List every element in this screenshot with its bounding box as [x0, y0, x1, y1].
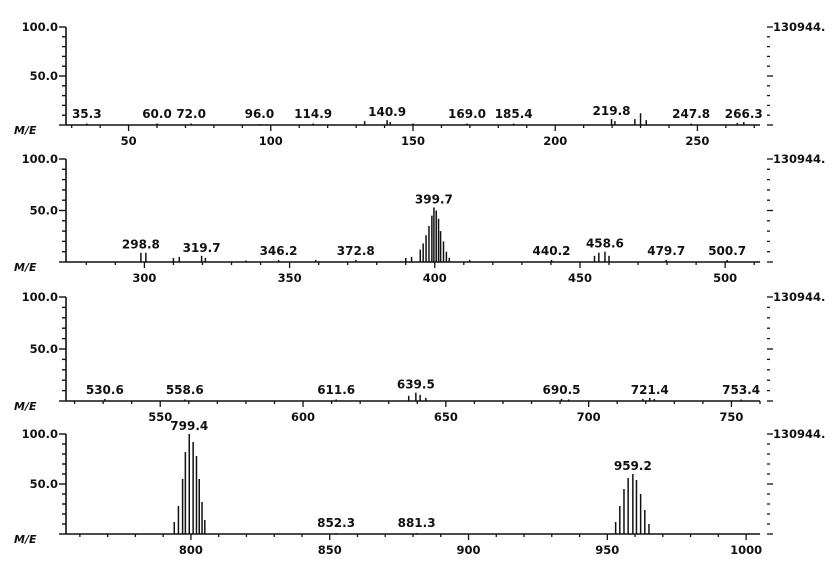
panel-2-peak-label-500.7: 500.7	[708, 244, 746, 258]
panel-2-x-tick-label-300: 300	[132, 271, 156, 285]
panel-2-peak-label-458.6: 458.6	[586, 237, 624, 251]
panel-2-y-tick-label-100: 100.0	[22, 152, 58, 166]
panel-2-peak-label-479.7: 479.7	[647, 244, 685, 258]
panel-4-peak-label-959.2: 959.2	[614, 459, 652, 473]
panel-3-peak-label-721.4: 721.4	[631, 383, 669, 397]
panel-2-x-tick-label-350: 350	[278, 271, 302, 285]
panel-1-peak-label-72.0: 72.0	[176, 107, 206, 121]
panel-2-peak-label-440.2: 440.2	[533, 244, 571, 258]
panel-3-full-scale-label: 130944.	[773, 290, 825, 304]
panel-1-peak-label-140.9: 140.9	[368, 105, 406, 119]
panel-3-x-tick-label-750: 750	[719, 410, 743, 424]
panel-4-x-tick-label-900: 900	[457, 543, 481, 557]
panel-1-peak-label-266.3: 266.3	[725, 107, 763, 121]
panel-1-x-tick-label-150: 150	[401, 134, 425, 148]
panel-4-peak-label-852.3: 852.3	[317, 516, 355, 530]
panel-3-y-tick-label-100: 100.0	[22, 290, 58, 304]
panel-2-peak-label-372.8: 372.8	[337, 244, 375, 258]
panel-3-peak-label-639.5: 639.5	[397, 378, 435, 392]
panel-1-full-scale-label: 130944.	[773, 20, 825, 34]
panel-2-y-tick-label-50: 50.0	[30, 204, 58, 218]
panel-2-peak-label-298.8: 298.8	[122, 238, 160, 252]
panel-1-peak-label-185.4: 185.4	[495, 107, 533, 121]
panel-2-x-tick-label-450: 450	[568, 271, 592, 285]
panel-4-peak-label-881.3: 881.3	[398, 516, 436, 530]
panel-4-y-tick-label-50: 50.0	[30, 477, 58, 491]
panel-3-peak-label-611.6: 611.6	[317, 383, 355, 397]
panel-1-peak-label-169.0: 169.0	[448, 107, 486, 121]
panel-1-x-tick-label-50: 50	[121, 134, 137, 148]
panel-4-y-tick-label-100: 100.0	[22, 427, 58, 441]
panel-4-x-axis-label: M/E	[14, 533, 37, 546]
panel-4-x-tick-label-850: 850	[318, 543, 342, 557]
panel-3-x-tick-label-600: 600	[291, 410, 315, 424]
panel-3-peak-label-690.5: 690.5	[543, 383, 581, 397]
panel-1-y-tick-label-50: 50.0	[30, 69, 58, 83]
panel-2-x-tick-label-500: 500	[713, 271, 737, 285]
panel-1-x-tick-label-250: 250	[685, 134, 709, 148]
panel-1-peak-label-219.8: 219.8	[593, 104, 631, 118]
panel-3-x-tick-label-650: 650	[434, 410, 458, 424]
panel-4-x-tick-label-1000: 1000	[730, 543, 762, 557]
panel-4-x-tick-label-950: 950	[595, 543, 619, 557]
panel-1-x-axis-label: M/E	[14, 124, 37, 137]
panel-2-full-scale-label: 130944.	[773, 152, 825, 166]
panel-3-peak-label-558.6: 558.6	[166, 383, 204, 397]
panel-1-peak-label-35.3: 35.3	[72, 107, 102, 121]
panel-1-x-tick-label-200: 200	[543, 134, 567, 148]
panel-1-peak-label-96.0: 96.0	[245, 107, 275, 121]
panel-2-peak-label-346.2: 346.2	[260, 244, 298, 258]
panel-2-x-tick-label-400: 400	[423, 271, 447, 285]
panel-1-y-tick-label-100: 100.0	[22, 20, 58, 34]
panel-1-peak-label-60.0: 60.0	[142, 107, 172, 121]
panel-2-x-axis-label: M/E	[14, 261, 37, 274]
panel-1-x-tick-label-100: 100	[259, 134, 283, 148]
panel-4-full-scale-label: 130944.	[773, 427, 825, 441]
panel-4-peak-label-799.4: 799.4	[170, 419, 208, 433]
panel-1-peak-label-247.8: 247.8	[672, 107, 710, 121]
panel-3-y-tick-label-50: 50.0	[30, 342, 58, 356]
panel-1-peak-label-114.9: 114.9	[294, 107, 332, 121]
panel-3-peak-label-530.6: 530.6	[86, 383, 124, 397]
panel-2-peak-label-399.7: 399.7	[415, 192, 453, 206]
panel-3-peak-label-753.4: 753.4	[722, 383, 760, 397]
panel-3-x-axis-label: M/E	[14, 400, 37, 413]
panel-4-x-tick-label-800: 800	[179, 543, 203, 557]
panel-3-x-tick-label-550: 550	[148, 410, 172, 424]
panel-3-x-tick-label-700: 700	[577, 410, 601, 424]
panel-2-peak-label-319.7: 319.7	[183, 241, 221, 255]
